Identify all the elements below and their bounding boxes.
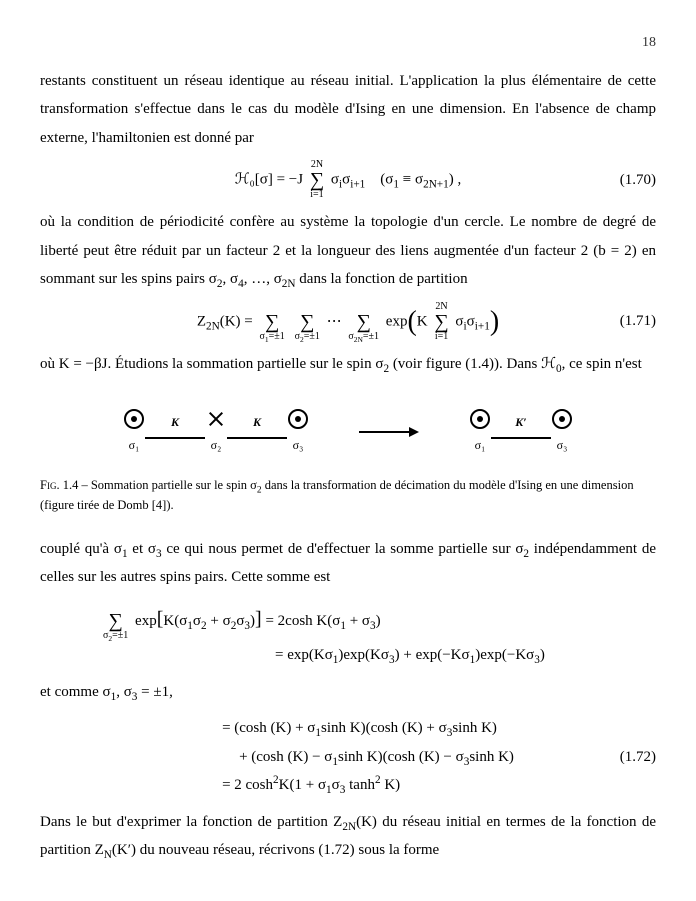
eq-1-71-num: (1.71) (620, 307, 656, 336)
eq-1-70-body: ℋ₀[σ] = −J 2N∑i=1 σiσi+1 (σ1 ≡ σ2N+1) , (235, 160, 462, 200)
diagram-right-chain: σ₁ K′ σ₃ (469, 408, 573, 457)
diagram-node: σ₁ (123, 408, 145, 457)
eq-1-72-num: (1.72) (620, 743, 656, 772)
diagram-node: σ₃ (551, 408, 573, 457)
paragraph-6: Dans le but d'exprimer la fonction de pa… (40, 808, 656, 865)
figure-1-4: σ₁ K σ₂ K (40, 408, 656, 515)
diagram-node: σ₁ (469, 408, 491, 457)
node-label: σ₁ (475, 434, 486, 457)
diagram-edge: K (227, 411, 287, 454)
equation-1-70: ℋ₀[σ] = −J 2N∑i=1 σiσi+1 (σ1 ≡ σ2N+1) , … (40, 160, 656, 200)
paragraph-5: et comme σ1, σ3 = ±1, (40, 678, 656, 707)
node-icon (469, 408, 491, 430)
figure-1-4-diagram: σ₁ K σ₂ K (40, 408, 656, 457)
node-label: σ₃ (557, 434, 568, 457)
edge-icon (145, 436, 205, 440)
node-icon (205, 408, 227, 430)
eq172-line1: = (cosh (K) + σ1sinh K)(cosh (K) + σ3sin… (182, 714, 514, 743)
figure-label: Fig. 1.4 – (40, 478, 91, 492)
eq172-line2: + (cosh (K) − σ1sinh K)(cosh (K) − σ3sin… (182, 743, 514, 772)
figure-1-4-caption: Fig. 1.4 – Sommation partielle sur le sp… (40, 475, 656, 515)
node-label: σ₃ (293, 434, 304, 457)
node-icon (287, 408, 309, 430)
edge-label: K (171, 411, 179, 434)
arrow-icon (359, 424, 419, 440)
paragraph-4: couplé qu'à σ1 et σ3 ce qui nous permet … (40, 535, 656, 592)
eq172-line3: = 2 cosh2K(1 + σ1σ3 tanh2 K) (182, 771, 514, 800)
diagram-edge: K (145, 411, 205, 454)
equation-1-71: Z2N(K) = ∑σ1=±1 ∑σ2=±1 ⋯ ∑σ2N=±1 exp(K 2… (40, 302, 656, 342)
node-icon (551, 408, 573, 430)
node-label: σ₂ (211, 434, 222, 457)
diagram-left-chain: σ₁ K σ₂ K (123, 408, 309, 457)
eq-1-70-num: (1.70) (620, 166, 656, 195)
node-label: σ₁ (129, 434, 140, 457)
paragraph-1: restants constituent un réseau identique… (40, 67, 656, 153)
diagram-node: σ₃ (287, 408, 309, 457)
equation-block-1: ∑σ2=±1 exp[K(σ1σ2 + σ2σ3)] = 2cosh K(σ1 … (40, 600, 656, 670)
equation-1-72: = (cosh (K) + σ1sinh K)(cosh (K) + σ3sin… (40, 714, 656, 800)
diagram-edge: K′ (491, 411, 551, 454)
paragraph-3: où K = −βJ. Étudions la sommation partie… (40, 350, 656, 379)
eqblock1-line1: ∑σ2=±1 exp[K(σ1σ2 + σ2σ3)] = 2cosh K(σ1 … (100, 600, 545, 642)
page-number: 18 (40, 30, 656, 57)
figure-caption-text: Sommation partielle sur le spin σ2 dans … (40, 478, 634, 512)
diagram-node: σ₂ (205, 408, 227, 457)
edge-label: K (253, 411, 261, 434)
eqblock1-line2: = exp(Kσ1)exp(Kσ3) + exp(−Kσ1)exp(−Kσ3) (100, 641, 545, 670)
edge-icon (491, 436, 551, 440)
paragraph-2: où la condition de périodicité confère a… (40, 208, 656, 294)
edge-label: K′ (515, 411, 526, 434)
node-icon (123, 408, 145, 430)
edge-icon (227, 436, 287, 440)
eq-1-71-body: Z2N(K) = ∑σ1=±1 ∑σ2=±1 ⋯ ∑σ2N=±1 exp(K 2… (197, 302, 499, 342)
